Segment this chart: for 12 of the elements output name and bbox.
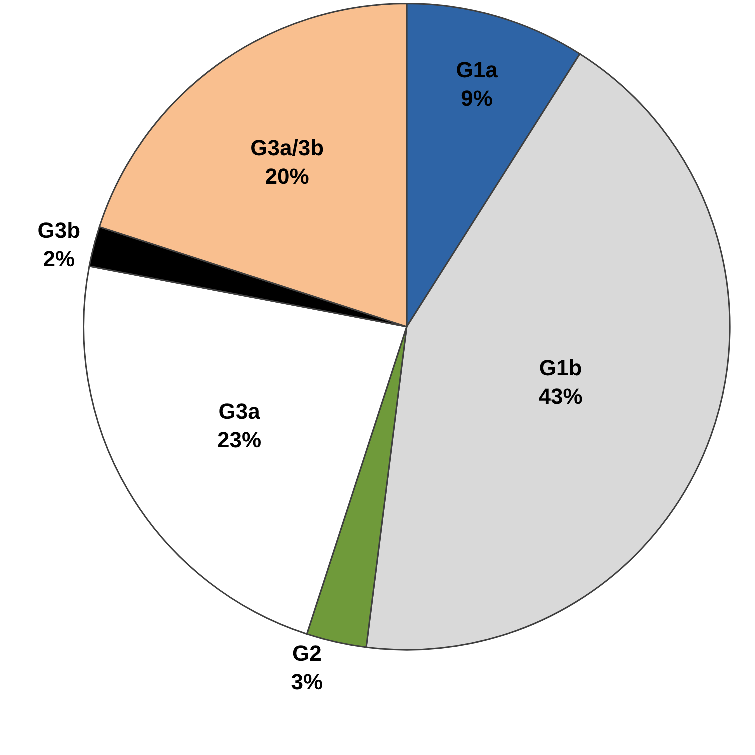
slice-label: G3a <box>218 399 262 424</box>
data-label: 20% <box>265 164 310 190</box>
data-label: 2% <box>43 246 76 272</box>
slice-label: G1a <box>456 57 499 82</box>
slice-label: G3a/3b <box>250 135 324 160</box>
data-label: 9% <box>461 86 493 112</box>
slice-label: G3b <box>38 218 81 244</box>
slice-label: G1b <box>539 356 582 381</box>
data-label: 3% <box>291 670 324 695</box>
slice-label: G2 <box>292 640 322 666</box>
data-label: 43% <box>538 384 583 410</box>
data-label: 23% <box>218 428 262 453</box>
